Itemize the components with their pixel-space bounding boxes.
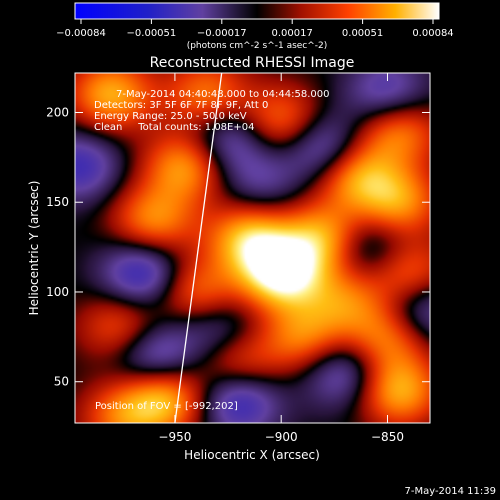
solar-limb-line [174,73,223,423]
fov-position-note: Position of FOV = [-992,202] [95,401,238,412]
y-tick-label: 50 [54,375,69,389]
colorbar-tick-label: 0.00084 [412,28,453,39]
y-tick-label: 100 [46,285,69,299]
heatmap-image [75,73,430,423]
colorbar-ticks: −0.00084 −0.00051 −0.00017 0.00017 0.00051 0.… [56,19,454,39]
colorbar-tick-label: 0.00051 [342,28,383,39]
y-tick-label: 200 [46,105,69,119]
x-tick-label: −850 [371,430,404,444]
annotation-detectors: Detectors: 3F 5F 6F 7F 8F 9F, Att 0 [94,100,268,111]
plot-area [75,73,430,423]
colorbar-tick-label: −0.00084 [56,28,106,39]
plot-frame [74,72,431,424]
colorbar [74,2,440,20]
y-axis-ticks: 50 100 150 200 [46,105,430,389]
chart-title: Reconstructed RHESSI Image [150,55,355,71]
x-axis-ticks: −950 −900 −850 [158,73,404,444]
x-axis-label: Heliocentric X (arcsec) [184,448,320,462]
y-axis-label: Heliocentric Y (arcsec) [27,181,41,316]
date-stamp: 7-May-2014 11:39 [404,486,496,497]
x-tick-label: −950 [158,430,191,444]
annotation-time: 7-May-2014 04:40:48.000 to 04:44:58.000 [116,89,329,100]
annotation-energy: Energy Range: 25.0 - 50.0 keV [94,111,247,122]
x-tick-label: −900 [265,430,298,444]
colorbar-unit-label: (photons cm^-2 s^-1 asec^-2) [187,41,328,51]
colorbar-tick-label: 0.00017 [272,28,313,39]
colorbar-tick-label: −0.00051 [127,28,177,39]
colorbar-tick-label: −0.00017 [197,28,247,39]
y-tick-label: 150 [46,195,69,209]
annotation-clean: Clean Total counts: 1.08E+04 [94,122,254,133]
